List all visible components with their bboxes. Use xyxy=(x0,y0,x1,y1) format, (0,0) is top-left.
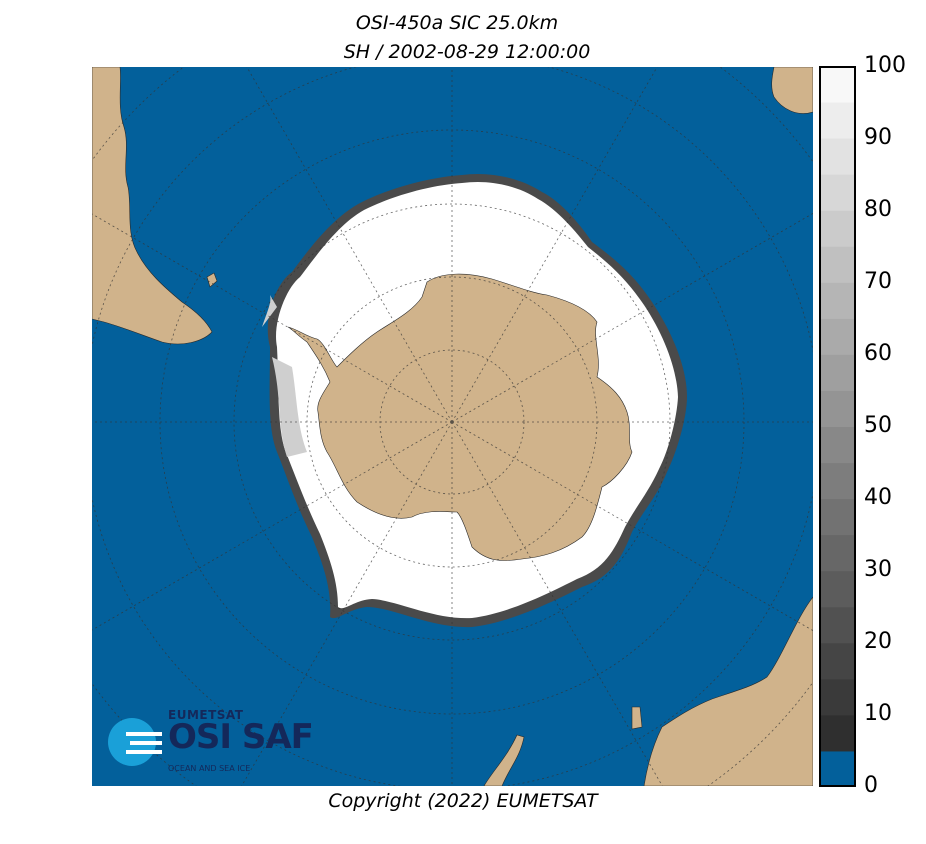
colorbar-segment xyxy=(819,246,856,283)
colorbar-segment xyxy=(819,138,856,175)
new-zealand xyxy=(483,734,525,786)
colorbar-segment xyxy=(819,642,856,680)
logo-osisaf-text: OSI SAF xyxy=(168,717,314,757)
colorbar-segment xyxy=(819,354,856,391)
colorbar-segment xyxy=(819,174,856,211)
falkland-islands xyxy=(206,272,218,288)
graticule xyxy=(92,67,813,786)
marginal-ice-zone xyxy=(262,295,307,457)
colorbar-segment xyxy=(819,102,856,139)
colorbar-segment xyxy=(819,426,856,464)
osisaf-globe-icon xyxy=(108,718,162,766)
colorbar-tick-20: 20 xyxy=(864,629,892,654)
australia xyxy=(643,596,813,786)
colorbar-segment xyxy=(819,66,856,103)
colorbar-segment xyxy=(819,570,856,608)
colorbar-segment xyxy=(819,390,856,427)
map-title-line1: OSI-450a SIC 25.0km xyxy=(355,12,559,34)
map-title-line2: SH / 2002-08-29 12:00:00 xyxy=(343,41,591,63)
colorbar-tick-30: 30 xyxy=(864,557,892,582)
colorbar-segment xyxy=(819,498,856,536)
logo-subtitle: OCEAN AND SEA ICE xyxy=(168,764,251,773)
southern-africa xyxy=(771,67,813,114)
colorbar-tick-10: 10 xyxy=(864,701,892,726)
colorbar-tick-40: 40 xyxy=(864,485,892,510)
osisaf-logo: EUMETSAT OSI SAF OCEAN AND SEA ICE xyxy=(106,706,316,776)
colorbar-tick-60: 60 xyxy=(864,341,892,366)
colorbar-segment xyxy=(819,534,856,572)
colorbar-segment xyxy=(819,318,856,355)
colorbar-segment xyxy=(819,750,856,787)
south-america xyxy=(92,67,213,345)
colorbar-tick-0: 0 xyxy=(864,773,878,798)
colorbar-segment xyxy=(819,210,856,247)
copyright-notice: Copyright (2022) EUMETSAT xyxy=(328,790,598,812)
colorbar-segment xyxy=(819,606,856,644)
colorbar-tick-90: 90 xyxy=(864,125,892,150)
colorbar-tick-50: 50 xyxy=(864,413,892,438)
colorbar-segment xyxy=(819,462,856,500)
sea-ice-map xyxy=(92,67,813,786)
colorbar-tick-100: 100 xyxy=(864,53,906,78)
colorbar-segment xyxy=(819,714,856,752)
colorbar-border xyxy=(819,66,856,787)
colorbar xyxy=(819,66,856,787)
colorbar-tick-80: 80 xyxy=(864,197,892,222)
logo-eumetsat-text: EUMETSAT xyxy=(168,708,244,722)
antarctica xyxy=(287,273,633,561)
colorbar-segment xyxy=(819,282,856,319)
colorbar-tick-70: 70 xyxy=(864,269,892,294)
tasmania xyxy=(631,706,643,730)
colorbar-segment xyxy=(819,678,856,716)
